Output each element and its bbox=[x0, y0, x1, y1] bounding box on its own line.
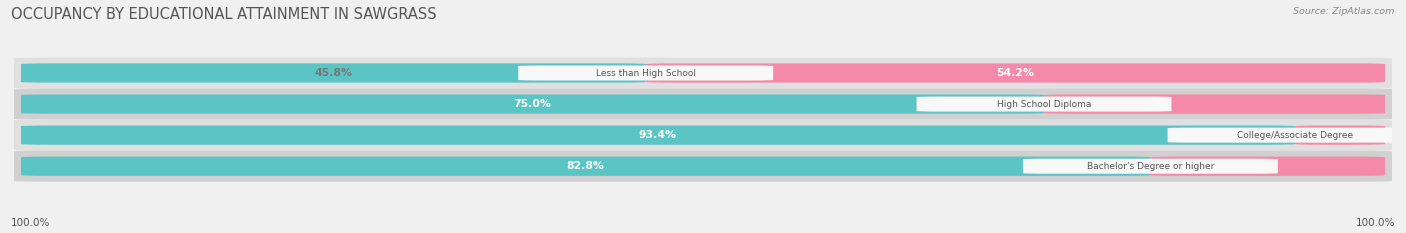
FancyBboxPatch shape bbox=[1150, 157, 1385, 176]
Legend: Owner-occupied, Renter-occupied: Owner-occupied, Renter-occupied bbox=[589, 230, 817, 233]
Text: 82.8%: 82.8% bbox=[567, 161, 605, 171]
FancyBboxPatch shape bbox=[21, 126, 1295, 145]
FancyBboxPatch shape bbox=[645, 63, 1385, 83]
FancyBboxPatch shape bbox=[1024, 159, 1278, 174]
FancyBboxPatch shape bbox=[21, 157, 1150, 176]
Text: 93.4%: 93.4% bbox=[638, 130, 676, 140]
Text: High School Diploma: High School Diploma bbox=[997, 99, 1091, 109]
Text: 54.2%: 54.2% bbox=[997, 68, 1035, 78]
FancyBboxPatch shape bbox=[1167, 128, 1406, 143]
Text: Bachelor’s Degree or higher: Bachelor’s Degree or higher bbox=[1087, 162, 1215, 171]
Text: Less than High School: Less than High School bbox=[596, 69, 696, 78]
FancyBboxPatch shape bbox=[14, 151, 1392, 182]
FancyBboxPatch shape bbox=[14, 89, 1392, 120]
FancyBboxPatch shape bbox=[21, 94, 1045, 114]
FancyBboxPatch shape bbox=[519, 65, 773, 81]
Text: 45.8%: 45.8% bbox=[315, 68, 353, 78]
Text: Source: ZipAtlas.com: Source: ZipAtlas.com bbox=[1294, 7, 1395, 16]
FancyBboxPatch shape bbox=[14, 120, 1392, 151]
Text: OCCUPANCY BY EDUCATIONAL ATTAINMENT IN SAWGRASS: OCCUPANCY BY EDUCATIONAL ATTAINMENT IN S… bbox=[11, 7, 437, 22]
Text: 75.0%: 75.0% bbox=[513, 99, 551, 109]
FancyBboxPatch shape bbox=[1295, 126, 1385, 145]
Text: College/Associate Degree: College/Associate Degree bbox=[1237, 131, 1353, 140]
Text: 100.0%: 100.0% bbox=[1355, 218, 1395, 228]
FancyBboxPatch shape bbox=[1045, 94, 1385, 114]
FancyBboxPatch shape bbox=[21, 63, 645, 83]
FancyBboxPatch shape bbox=[14, 58, 1392, 89]
FancyBboxPatch shape bbox=[917, 96, 1171, 112]
Text: 100.0%: 100.0% bbox=[11, 218, 51, 228]
